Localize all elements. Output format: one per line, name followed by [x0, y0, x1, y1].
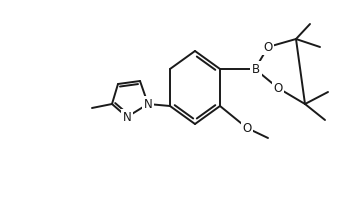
- Text: O: O: [263, 41, 272, 54]
- Text: O: O: [274, 82, 283, 95]
- Text: N: N: [144, 97, 152, 110]
- Text: O: O: [242, 121, 252, 134]
- Text: N: N: [122, 110, 132, 123]
- Text: B: B: [252, 62, 260, 75]
